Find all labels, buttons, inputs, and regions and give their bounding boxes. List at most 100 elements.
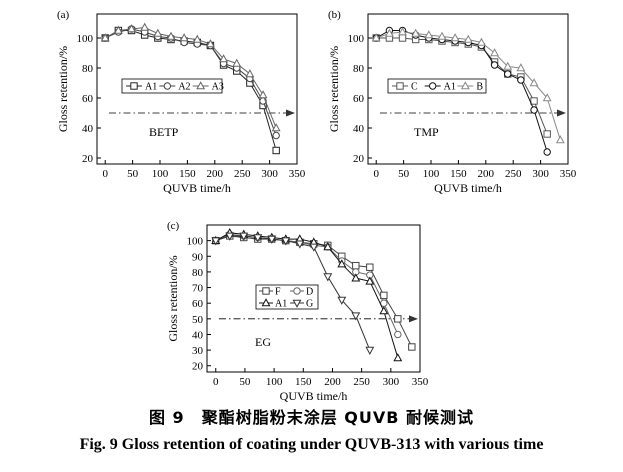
legend-marker <box>261 298 271 307</box>
data-point-A1 <box>323 242 333 251</box>
reference-arrow <box>409 315 418 323</box>
data-point-B <box>516 63 526 72</box>
data-point-F <box>408 343 416 351</box>
x-tick-label: 100 <box>152 168 169 180</box>
data-point-G <box>253 234 263 243</box>
x-tick-label: 100 <box>266 376 283 388</box>
data-point-G <box>267 235 277 244</box>
data-point-F <box>352 261 360 270</box>
legend-marker <box>196 81 206 90</box>
panel-label: (b) <box>328 9 341 21</box>
x-axis-label: QUVB time/h <box>163 181 231 195</box>
y-tick-label: 90 <box>192 251 204 263</box>
y-tick-label: 40 <box>353 123 365 135</box>
panel-label: (a) <box>57 9 70 21</box>
x-axis-label: QUVB time/h <box>434 181 502 195</box>
data-point-B <box>463 34 473 43</box>
y-tick-label: 20 <box>192 361 204 373</box>
data-point-B <box>411 28 421 37</box>
y-axis-label: Gloss retention/% <box>166 255 180 341</box>
x-tick-label: 150 <box>450 168 467 180</box>
legend-label: G <box>306 299 313 310</box>
legend-label: B <box>476 82 483 93</box>
legend-marker <box>163 82 172 90</box>
data-point-G <box>323 273 333 282</box>
figure-caption-en: Fig. 9 Gloss retention of coating under … <box>79 436 544 453</box>
data-point-A3 <box>258 90 268 99</box>
data-point-B <box>450 33 460 42</box>
legend-label: A1 <box>275 299 287 310</box>
panel-c: 0 50 100 150 200 250 300 350 20 30 40 50 60 70 80 90 100… <box>166 220 429 403</box>
data-point-G <box>211 237 221 246</box>
x-tick-label: 50 <box>239 376 251 388</box>
figure-caption-cn: 图 9 聚酯树脂粉末涂层 QUVB 耐候测试 <box>148 408 475 427</box>
data-point-F <box>380 291 388 300</box>
data-point-A3 <box>100 33 110 42</box>
panel-annotation: TMP <box>414 125 439 139</box>
data-point-A3 <box>205 39 215 48</box>
y-tick-label: 70 <box>192 283 204 295</box>
data-point-A3 <box>179 33 189 42</box>
data-point-B <box>437 31 447 40</box>
data-point-C <box>398 34 407 42</box>
x-tick-label: 300 <box>532 168 549 180</box>
data-point-G <box>295 240 305 249</box>
data-point-A1 <box>530 106 538 114</box>
y-tick-label: 100 <box>77 33 94 45</box>
panel-annotation: BETP <box>149 125 179 139</box>
data-point-A1 <box>351 273 361 282</box>
y-tick-label: 80 <box>353 63 365 75</box>
legend-label: D <box>306 287 313 298</box>
data-point-A2 <box>272 131 280 140</box>
legend-marker <box>262 287 270 295</box>
y-tick-label: 60 <box>82 93 94 105</box>
legend-marker <box>396 82 404 90</box>
y-tick-label: 20 <box>353 153 365 165</box>
data-point-B <box>398 27 407 36</box>
x-tick-label: 200 <box>324 376 341 388</box>
x-tick-label: 0 <box>102 168 108 180</box>
legend-label: A1 <box>444 82 456 93</box>
data-point-C <box>530 97 538 105</box>
x-tick-label: 50 <box>398 168 410 180</box>
legend-marker <box>130 82 138 90</box>
y-tick-label: 80 <box>192 267 204 279</box>
data-point-A1 <box>517 76 525 84</box>
x-tick-label: 200 <box>478 168 495 180</box>
y-tick-label: 80 <box>82 63 94 75</box>
x-tick-label: 350 <box>289 168 306 180</box>
data-point-G <box>225 232 235 241</box>
legend-marker <box>428 82 437 90</box>
data-point-F <box>366 263 374 271</box>
legend-label: A2 <box>178 82 190 93</box>
data-point-A1 <box>365 276 375 285</box>
data-point-B <box>555 135 565 144</box>
x-axis-label: QUVB time/h <box>280 389 348 403</box>
x-tick-label: 300 <box>383 376 400 388</box>
data-point-G <box>351 312 361 321</box>
data-point-G <box>281 237 291 246</box>
legend-marker <box>292 299 302 308</box>
legend-label: A1 <box>145 82 157 93</box>
data-point-B <box>371 33 381 42</box>
data-point-B <box>503 61 513 70</box>
data-point-B <box>542 93 552 102</box>
reference-arrow <box>286 109 295 117</box>
legend-label: A3 <box>212 82 224 93</box>
plot-frame <box>96 13 298 165</box>
data-point-A3 <box>219 54 229 63</box>
data-point-A3 <box>232 58 242 67</box>
data-point-G <box>239 232 249 241</box>
data-point-A3 <box>192 34 202 43</box>
reference-arrow <box>557 109 566 117</box>
x-tick-label: 300 <box>261 168 278 180</box>
y-tick-label: 30 <box>192 345 204 357</box>
data-point-A3 <box>245 69 255 78</box>
data-point-B <box>490 48 500 57</box>
x-tick-label: 350 <box>412 376 429 388</box>
data-point-A1 <box>337 259 347 268</box>
x-tick-label: 250 <box>353 376 370 388</box>
legend-label: C <box>411 82 418 93</box>
